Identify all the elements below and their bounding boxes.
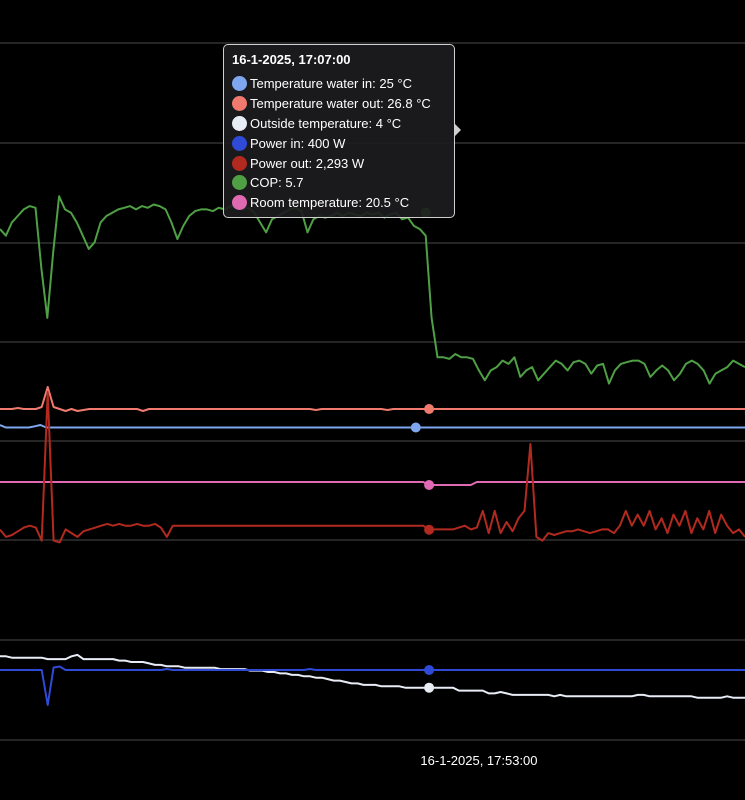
tooltip-row-power-out: Power out: 2,293 W	[232, 153, 446, 173]
series-line-room	[0, 481, 745, 486]
series-line-water-out	[0, 386, 745, 412]
hover-point-water-in	[410, 422, 421, 433]
series-line-cop	[0, 195, 745, 385]
tooltip-label: Outside temperature: 4 °C	[250, 115, 402, 131]
legend-swatch-icon	[232, 155, 247, 171]
tooltip-row-outside: Outside temperature: 4 °C	[232, 114, 446, 134]
gridlines	[0, 42, 745, 741]
legend-swatch-icon	[232, 76, 247, 92]
legend-swatch-icon	[232, 115, 247, 131]
tooltip-label: Power in: 400 W	[250, 135, 346, 151]
hover-point-power-out	[424, 524, 435, 535]
series-line-water-in	[0, 424, 745, 429]
tooltip-title: 16-1-2025, 17:07:00	[232, 52, 351, 67]
series-lines	[0, 195, 745, 706]
hover-markers	[410, 207, 435, 693]
tooltip-label: Temperature water out: 26.8 °C	[250, 96, 431, 112]
series-line-power-out	[0, 391, 745, 544]
series-line-outside	[0, 653, 745, 699]
data-tooltip: 16-1-2025, 17:07:00 Temperature water in…	[223, 44, 461, 218]
legend-swatch-icon	[232, 135, 247, 151]
legend-swatch-icon	[232, 195, 247, 211]
legend-swatch-icon	[232, 96, 247, 112]
tooltip-row-room: Room temperature: 20.5 °C	[232, 193, 446, 213]
tooltip-label: COP: 5.7	[250, 175, 304, 191]
tooltip-label: Room temperature: 20.5 °C	[250, 195, 410, 211]
tooltip-row-water-in: Temperature water in: 25 °C	[232, 74, 446, 94]
tooltip-label: Temperature water in: 25 °C	[250, 76, 412, 92]
hover-point-room	[424, 480, 435, 490]
series-line-power-in	[0, 665, 745, 706]
hover-point-power-in	[424, 665, 435, 675]
tooltip-row-power-in: Power in: 400 W	[232, 133, 446, 153]
hover-point-water-out	[424, 404, 435, 414]
tooltip-row-cop: COP: 5.7	[232, 173, 446, 193]
tooltip-row-water-out: Temperature water out: 26.8 °C	[232, 94, 446, 114]
legend-swatch-icon	[232, 175, 247, 191]
tooltip-label: Power out: 2,293 W	[250, 155, 365, 171]
hover-point-outside	[424, 682, 435, 693]
